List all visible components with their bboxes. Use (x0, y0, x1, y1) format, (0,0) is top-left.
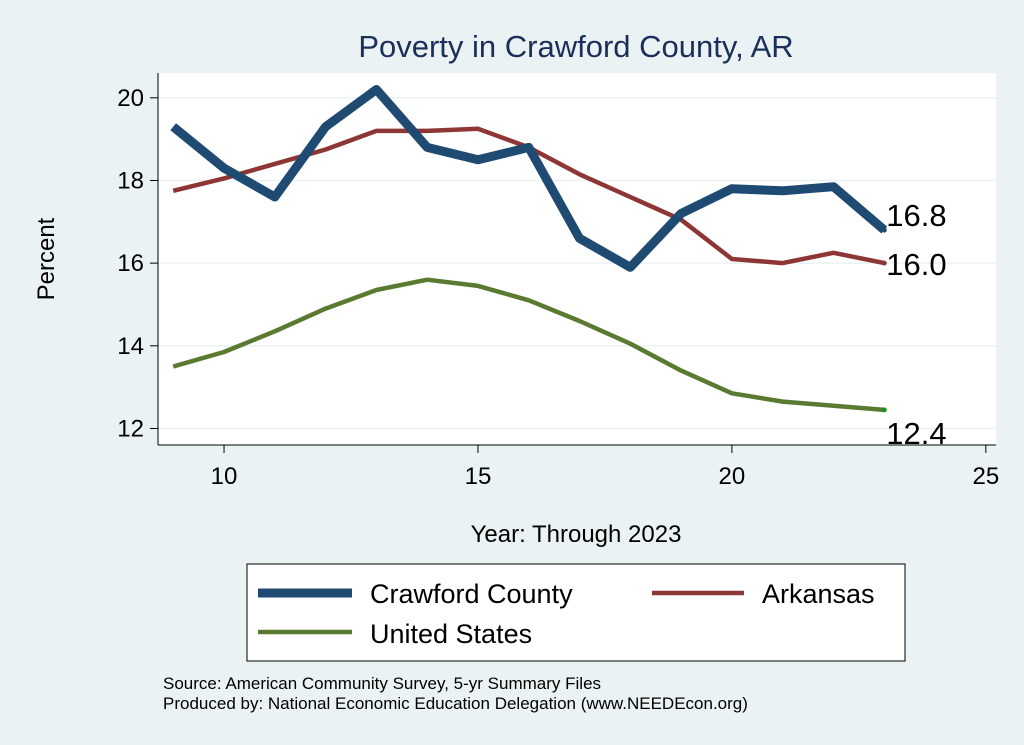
legend-box (246, 563, 906, 662)
y-tick-label-12: 12 (117, 415, 144, 442)
series-line-united-states (172, 277, 885, 413)
legend-label-arkansas: Arkansas (762, 579, 875, 609)
end-marker-crawford-county (881, 227, 887, 233)
end-marker-united-states (881, 407, 887, 413)
source-note: Source: American Community Survey, 5-yr … (163, 674, 601, 693)
end-label-crawford-county: 16.8 (886, 198, 946, 233)
x-axis-label: Year: Through 2023 (471, 521, 682, 548)
y-tick-label-14: 14 (117, 333, 144, 360)
end-label-arkansas: 16.0 (886, 247, 946, 282)
y-tick-label-18: 18 (117, 167, 144, 194)
y-axis-label: Percent (33, 217, 60, 300)
x-tick-label-10: 10 (211, 463, 238, 490)
end-label-united-states: 12.4 (886, 416, 946, 451)
gridlines (158, 97, 996, 430)
series-lines (170, 85, 888, 413)
chart-title: Poverty in Crawford County, AR (358, 29, 793, 64)
legend-label-crawford-county: Crawford County (370, 579, 573, 609)
y-tick-label-16: 16 (117, 250, 144, 277)
x-tick-label-15: 15 (465, 463, 492, 490)
series-line-crawford-county (170, 85, 888, 272)
axes: 12 14 16 18 20 10 15 20 25 (117, 73, 999, 490)
end-labels: 16.8 16.0 12.4 (881, 198, 947, 451)
x-tick-label-20: 20 (719, 463, 746, 490)
end-marker-arkansas (881, 260, 887, 266)
legend-label-united-states: United States (370, 619, 532, 649)
x-tick-label-25: 25 (972, 463, 999, 490)
y-tick-label-20: 20 (117, 85, 144, 112)
produced-by-note: Produced by: National Economic Education… (163, 694, 748, 713)
legend: Crawford County Arkansas United States (258, 579, 875, 649)
